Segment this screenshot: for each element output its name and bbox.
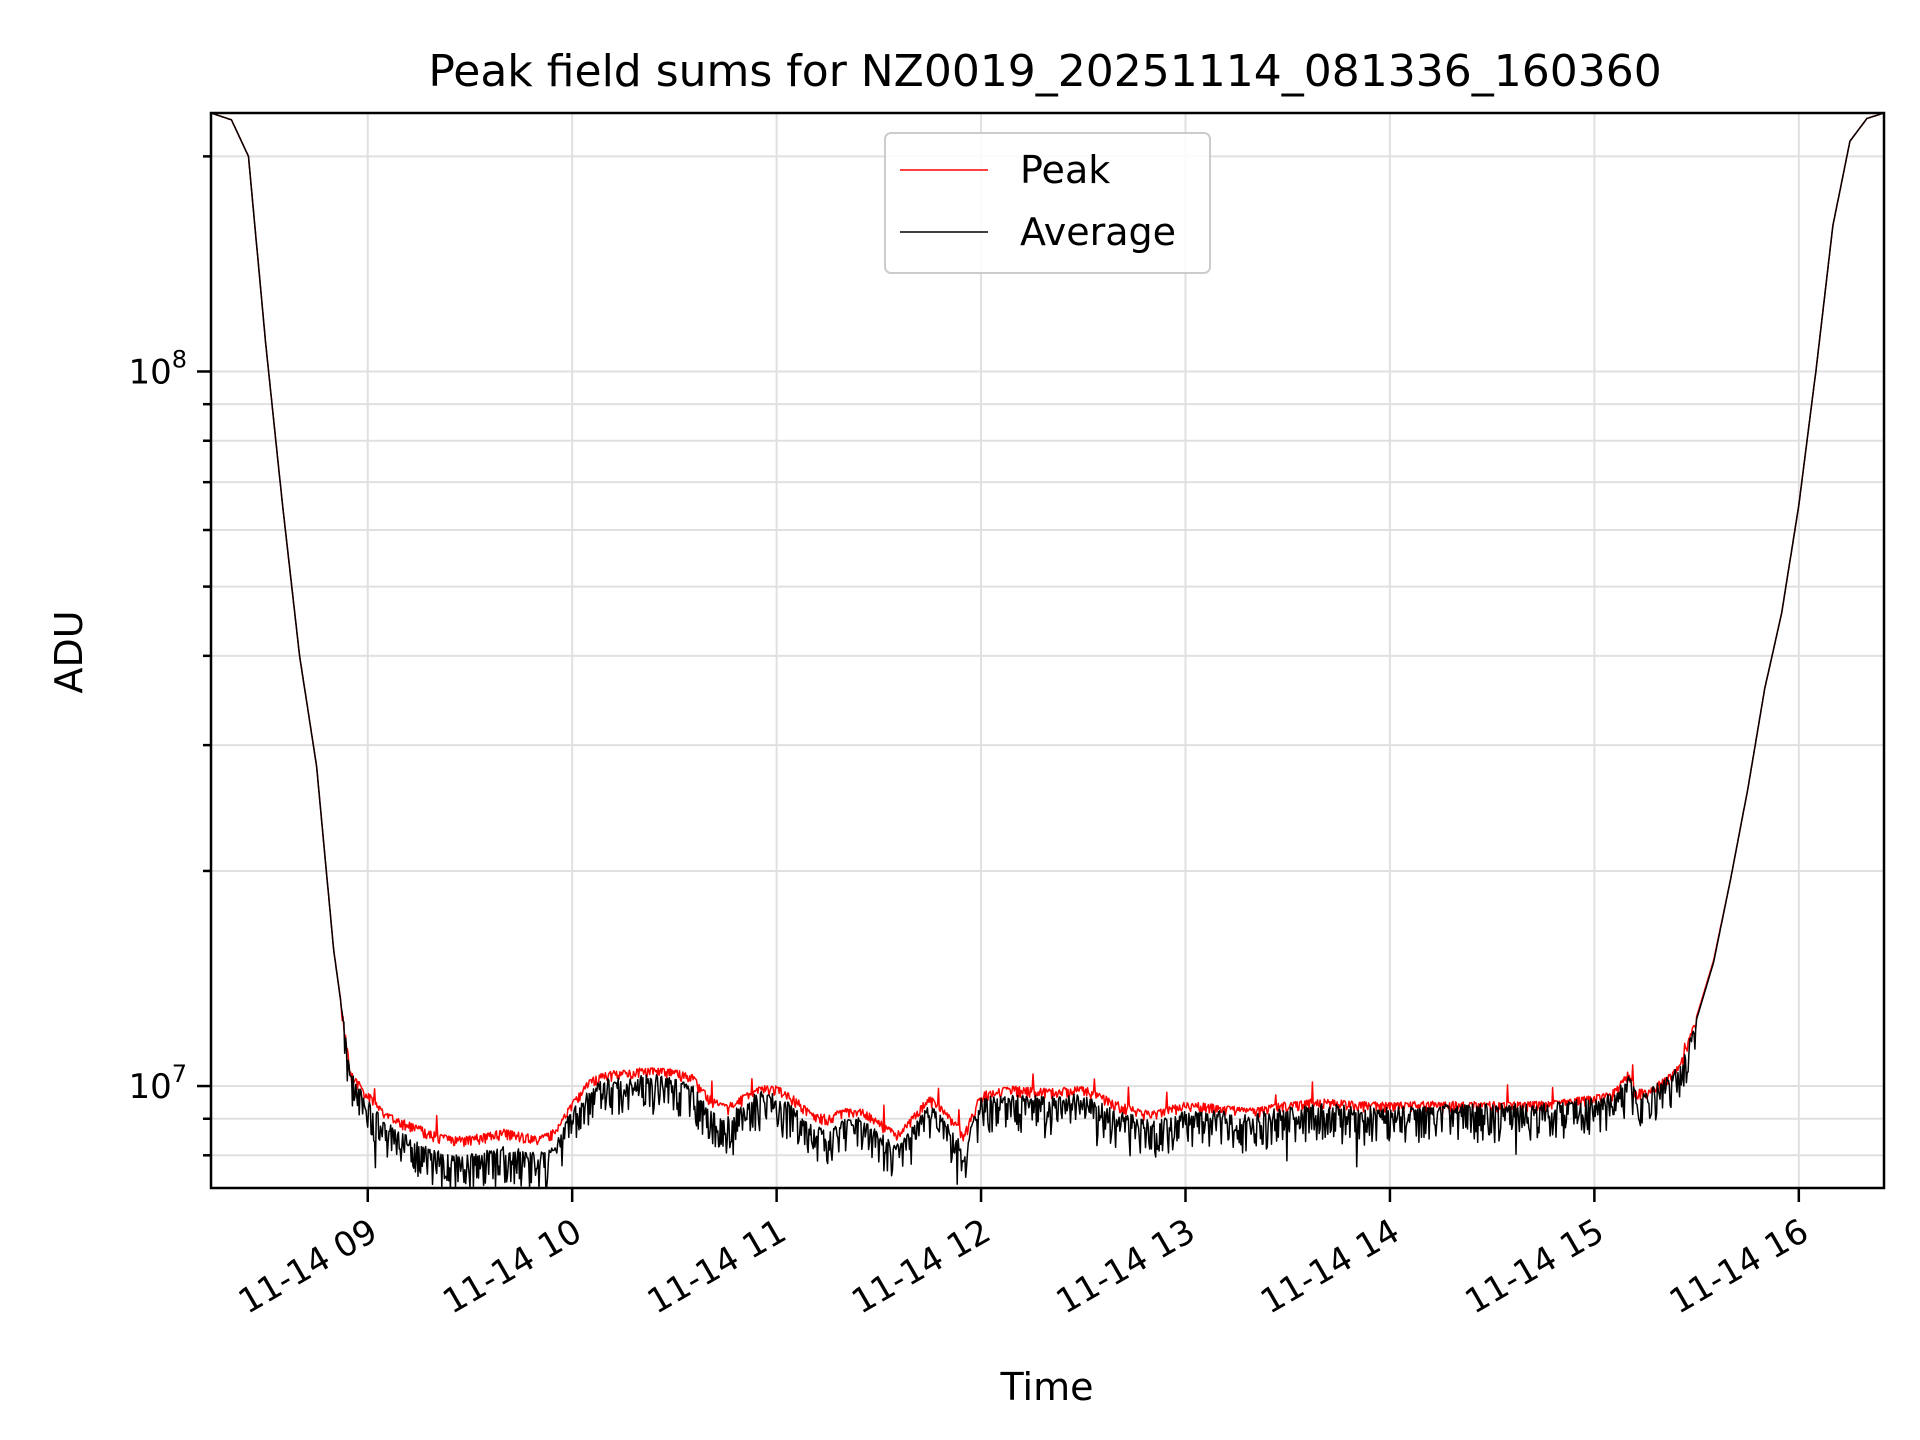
y-tick-label: 107 [128, 1060, 187, 1107]
y-tick-label: 108 [128, 345, 187, 392]
y-axis-label: ADU [47, 610, 91, 693]
legend-peak-label: Peak [1020, 148, 1110, 192]
y-axis: 107 108 [128, 155, 211, 1157]
average-series-line [210, 112, 1885, 1189]
legend-box [884, 132, 1211, 274]
series-layer [210, 112, 1885, 1189]
legend: Peak Average [884, 132, 1211, 274]
peak-series-line [210, 112, 1885, 1147]
legend-average-label: Average [1020, 210, 1176, 254]
plot-area-frame [209, 111, 1886, 1190]
x-axis-label: Time [1000, 1365, 1094, 1409]
grid [211, 113, 1884, 1188]
chart-title: Peak field sums for NZ0019_20251114_0813… [428, 46, 1661, 97]
